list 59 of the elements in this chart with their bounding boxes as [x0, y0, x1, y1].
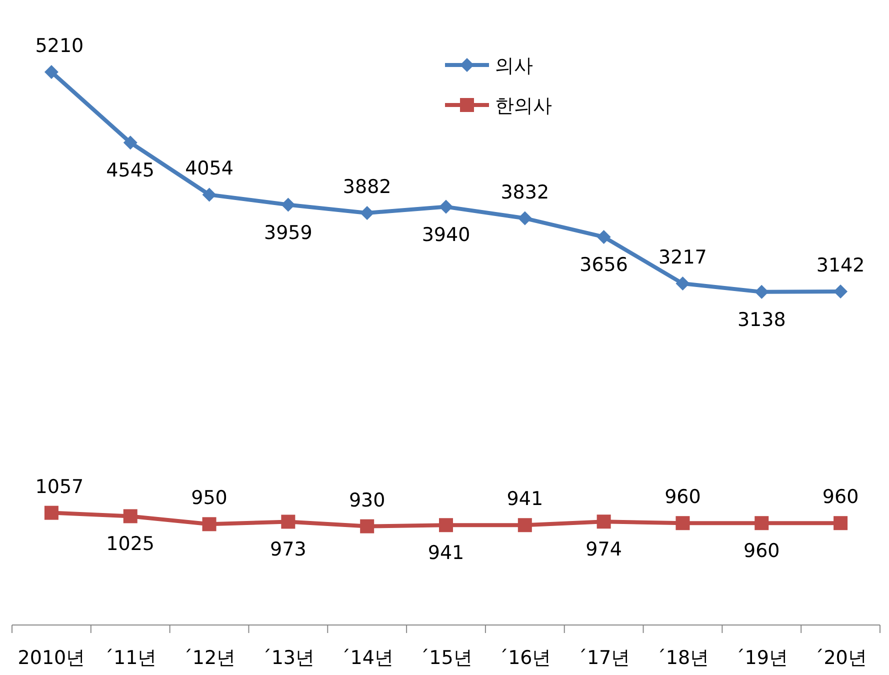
point — [439, 200, 453, 214]
data-label: 3959 — [264, 222, 312, 244]
data-label: 973 — [270, 538, 306, 561]
x-tick: ´14년 — [340, 647, 394, 669]
data-label: 941 — [428, 542, 464, 564]
x-tick: ´20년 — [814, 647, 867, 669]
data-label: 5210 — [35, 35, 84, 57]
point — [360, 206, 374, 220]
data-label: 3217 — [658, 246, 707, 269]
data-label: 974 — [586, 538, 622, 561]
data-label: 960 — [664, 486, 701, 508]
x-tick: ´11년 — [104, 647, 157, 669]
point — [518, 211, 532, 226]
x-tick: 2010년 — [18, 647, 86, 669]
x-tick: ´15년 — [420, 647, 472, 669]
point — [123, 136, 138, 150]
legend-label: 의사 — [495, 55, 533, 77]
x-tick: ´17년 — [577, 647, 630, 669]
point — [123, 509, 138, 524]
x-tick: ´13년 — [262, 647, 315, 669]
point — [281, 198, 296, 212]
legend-item: 한의사 — [445, 95, 552, 117]
x-tick: ´19년 — [735, 647, 788, 669]
point — [754, 516, 769, 530]
data-label: 3832 — [500, 181, 550, 204]
point — [439, 518, 453, 532]
data-label: 960 — [822, 486, 859, 508]
x-tick: ´18년 — [656, 647, 710, 669]
point — [596, 514, 611, 529]
data-label: 950 — [191, 487, 228, 510]
x-tick: ´16년 — [498, 647, 552, 669]
legend-label: 한의사 — [495, 95, 552, 117]
x-tick: ´12년 — [182, 647, 236, 669]
point — [281, 514, 296, 529]
point — [44, 65, 58, 79]
point — [834, 284, 848, 298]
legend-item: 의사 — [445, 55, 533, 77]
point — [518, 518, 532, 532]
point — [360, 519, 374, 534]
data-label: 1025 — [106, 533, 155, 556]
data-label: 1057 — [35, 476, 84, 498]
data-label: 3882 — [342, 176, 392, 198]
data-label: 930 — [348, 489, 386, 512]
data-label: 4054 — [185, 158, 234, 180]
point — [834, 516, 848, 530]
data-label: 941 — [506, 488, 544, 510]
data-label: 3138 — [737, 308, 786, 331]
point — [44, 506, 58, 520]
data-label: 3656 — [580, 254, 628, 276]
data-label: 3940 — [422, 224, 470, 246]
point — [676, 276, 690, 291]
point — [596, 230, 611, 244]
data-label: 960 — [744, 540, 780, 562]
data-label: 3142 — [816, 254, 865, 276]
point — [202, 188, 216, 202]
point — [202, 517, 216, 532]
point — [676, 516, 690, 530]
point — [754, 284, 769, 299]
data-label: 4545 — [106, 160, 155, 182]
